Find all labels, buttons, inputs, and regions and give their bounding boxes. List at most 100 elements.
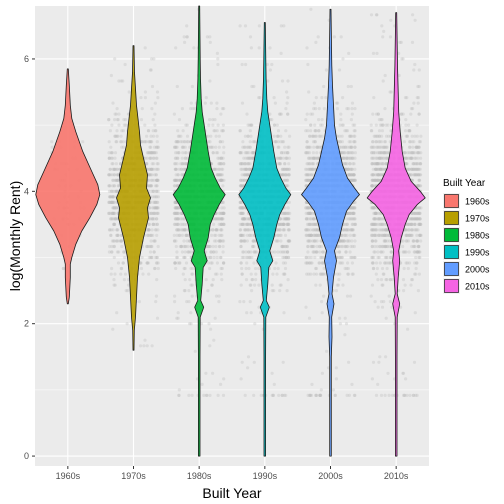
- jitter-point: [182, 289, 186, 293]
- jitter-point: [183, 244, 187, 249]
- jitter-point: [179, 134, 183, 138]
- jitter-point: [147, 228, 151, 232]
- jitter-point: [222, 377, 226, 381]
- jitter-point: [375, 51, 379, 56]
- jitter-point: [183, 289, 187, 293]
- jitter-point: [111, 200, 115, 204]
- jitter-point: [108, 228, 112, 232]
- jitter-point: [178, 244, 182, 249]
- jitter-point: [352, 173, 356, 177]
- jitter-point: [346, 156, 351, 160]
- jitter-point: [156, 200, 160, 204]
- jitter-point: [115, 233, 119, 237]
- jitter-point: [140, 140, 144, 144]
- jitter-point: [277, 393, 281, 397]
- jitter-point: [151, 217, 155, 221]
- jitter-point: [151, 222, 155, 226]
- jitter-point: [334, 377, 338, 381]
- jitter-point: [107, 151, 111, 155]
- jitter-point: [217, 217, 221, 221]
- jitter-point: [155, 90, 160, 94]
- jitter-point: [115, 239, 119, 243]
- jitter-point: [112, 167, 116, 171]
- jitter-point: [188, 278, 192, 282]
- jitter-point: [416, 289, 420, 293]
- jitter-point: [324, 96, 328, 100]
- jitter-point: [287, 162, 291, 166]
- jitter-point: [334, 289, 338, 293]
- jitter-point: [248, 162, 252, 166]
- jitter-point: [350, 107, 354, 111]
- jitter-point: [115, 140, 119, 144]
- jitter-point: [189, 322, 193, 326]
- jitter-point: [349, 84, 353, 89]
- jitter-point: [220, 206, 224, 210]
- jitter-point: [338, 322, 342, 326]
- jitter-point: [156, 195, 160, 199]
- jitter-point: [114, 134, 118, 138]
- jitter-point: [185, 239, 189, 243]
- jitter-point: [124, 289, 128, 293]
- jitter-point: [276, 233, 280, 237]
- jitter-point: [117, 79, 121, 83]
- jitter-point: [310, 134, 314, 138]
- jitter-point: [243, 151, 247, 155]
- jitter-point: [339, 112, 343, 116]
- jitter-point: [217, 294, 221, 298]
- jitter-point: [215, 228, 220, 232]
- jitter-point: [214, 250, 218, 254]
- jitter-point: [188, 322, 192, 326]
- jitter-point: [221, 211, 225, 215]
- jitter-point: [322, 84, 326, 89]
- jitter-point: [155, 195, 159, 199]
- jitter-point: [219, 228, 223, 232]
- jitter-point: [145, 156, 149, 160]
- jitter-point: [150, 244, 154, 249]
- jitter-point: [218, 178, 222, 182]
- jitter-point: [272, 382, 276, 386]
- jitter-point: [307, 90, 311, 94]
- jitter-point: [321, 255, 325, 260]
- jitter-point: [155, 178, 159, 182]
- jitter-point: [154, 156, 158, 160]
- jitter-point: [240, 162, 245, 166]
- jitter-point: [61, 266, 65, 271]
- jitter-point: [351, 272, 355, 276]
- jitter-point: [112, 222, 117, 226]
- jitter-point: [174, 46, 178, 50]
- jitter-point: [349, 167, 353, 171]
- jitter-point: [109, 217, 113, 221]
- jitter-point: [155, 206, 159, 210]
- jitter-point: [180, 233, 184, 237]
- jitter-point: [123, 272, 128, 276]
- jitter-point: [181, 272, 185, 276]
- jitter-point: [252, 393, 256, 397]
- jitter-point: [156, 206, 160, 210]
- jitter-point: [339, 261, 343, 265]
- jitter-point: [308, 228, 313, 232]
- jitter-point: [214, 217, 219, 221]
- jitter-point: [240, 211, 245, 215]
- jitter-point: [285, 101, 289, 105]
- jitter-point: [152, 239, 156, 243]
- jitter-point: [268, 46, 272, 50]
- jitter-point: [274, 239, 278, 243]
- jitter-point: [149, 167, 153, 171]
- jitter-point: [184, 233, 188, 237]
- jitter-point: [245, 112, 249, 116]
- jitter-point: [280, 244, 284, 249]
- jitter-point: [311, 167, 315, 171]
- jitter-point: [272, 96, 276, 100]
- jitter-point: [221, 200, 225, 204]
- jitter-point: [149, 189, 153, 193]
- jitter-point: [112, 200, 116, 204]
- jitter-point: [155, 134, 159, 138]
- jitter-point: [175, 184, 179, 188]
- jitter-point: [125, 322, 129, 326]
- jitter-point: [275, 272, 279, 276]
- jitter-point: [107, 156, 111, 160]
- jitter-point: [385, 266, 389, 271]
- jitter-point: [249, 311, 253, 315]
- jitter-point: [238, 300, 242, 304]
- jitter-point: [306, 250, 310, 254]
